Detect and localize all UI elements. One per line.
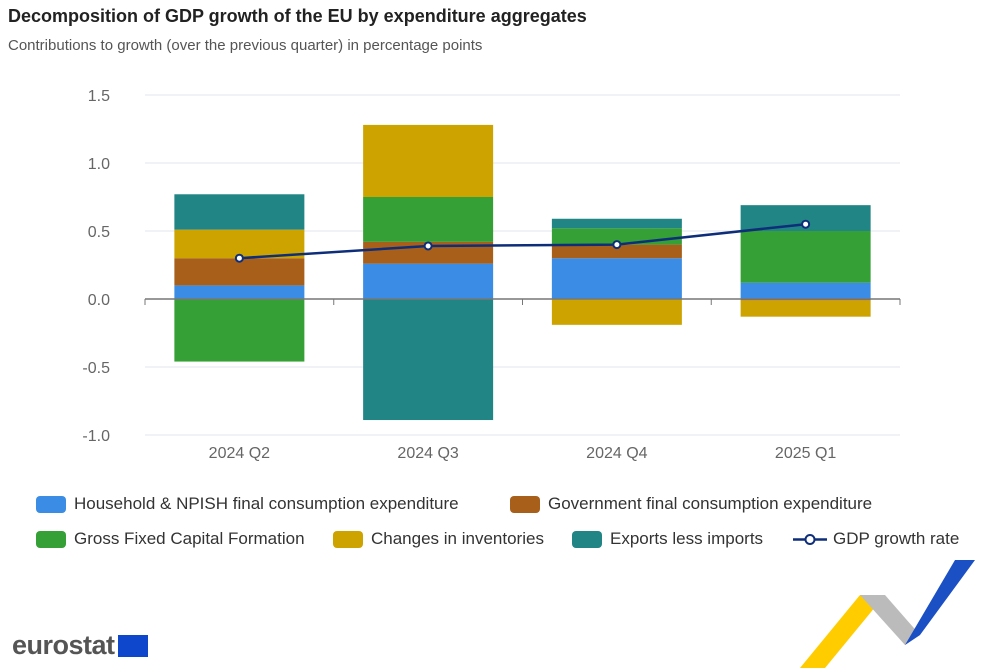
bar-segment: [363, 124, 494, 197]
legend-swatch: [36, 495, 66, 513]
y-tick-label: 0.5: [88, 224, 110, 241]
gdp-growth-point: [423, 241, 433, 251]
legend-item[interactable]: Government final consumption expenditure: [510, 494, 872, 514]
gdp-growth-point: [234, 253, 244, 263]
bar-segment: [174, 258, 305, 286]
chart-plot: 1.5 1.0 0.5 0.0 -0.5 -1.0 2024 Q2 2024 Q3 2024 Q…: [82, 88, 901, 462]
y-tick-label: -1.0: [82, 428, 110, 445]
bar-segment: [174, 229, 305, 259]
bar-segment: [551, 258, 682, 299]
bar-segment: [551, 218, 682, 229]
y-tick-label: 0.0: [88, 292, 110, 309]
gdp-growth-point: [612, 240, 622, 250]
chart-title: Decomposition of GDP growth of the EU by…: [8, 6, 587, 26]
bar-segment: [740, 282, 871, 299]
gdp-growth-point: [801, 219, 811, 229]
bar-segment: [363, 263, 494, 299]
legend-label: Changes in inventories: [371, 529, 544, 548]
bar-segment: [363, 197, 494, 242]
y-tick-label: 1.0: [88, 156, 110, 173]
bar-segment: [174, 194, 305, 230]
legend-label: Government final consumption expenditure: [548, 494, 873, 513]
bar-segment: [174, 285, 305, 299]
chart-subtitle: Contributions to growth (over the previo…: [8, 37, 483, 54]
x-tick-label: 2025 Q1: [775, 445, 836, 462]
x-tick-label: 2024 Q3: [397, 445, 458, 462]
legend-swatch: [572, 530, 602, 548]
legend-label: Household & NPISH final consumption expe…: [74, 494, 459, 513]
legend-swatch: [333, 530, 363, 548]
y-tick-label: 1.5: [88, 88, 110, 105]
legend-swatch: [510, 495, 540, 513]
x-tick-label: 2024 Q4: [586, 445, 647, 462]
bar-segment: [551, 299, 682, 325]
legend-item[interactable]: GDP growth rate: [791, 529, 959, 549]
legend-label: Gross Fixed Capital Formation: [74, 529, 305, 548]
gdp-growth-line: [239, 222, 806, 260]
legend-item[interactable]: Exports less imports: [572, 529, 763, 549]
legend-label: GDP growth rate: [833, 529, 960, 548]
legend-item[interactable]: Household & NPISH final consumption expe…: [36, 494, 459, 514]
legend-swatch: [36, 530, 66, 548]
bar-segment: [740, 300, 871, 317]
eurostat-logo: eurostat: [12, 630, 148, 661]
x-tick-label: 2024 Q2: [209, 445, 270, 462]
bar-segment: [363, 299, 494, 421]
bar-segment: [740, 231, 871, 283]
logo-text: eurostat: [12, 630, 115, 660]
legend-label: Exports less imports: [610, 529, 764, 548]
bar-segment: [174, 299, 305, 362]
legend-item[interactable]: Changes in inventories: [333, 529, 544, 549]
bar-segment: [551, 244, 682, 259]
y-tick-label: -0.5: [82, 360, 110, 377]
eu-flag-icon: [117, 634, 148, 657]
decorative-stripes: [800, 560, 975, 668]
legend-swatch: [793, 533, 827, 545]
legend-item[interactable]: Gross Fixed Capital Formation: [36, 529, 305, 549]
